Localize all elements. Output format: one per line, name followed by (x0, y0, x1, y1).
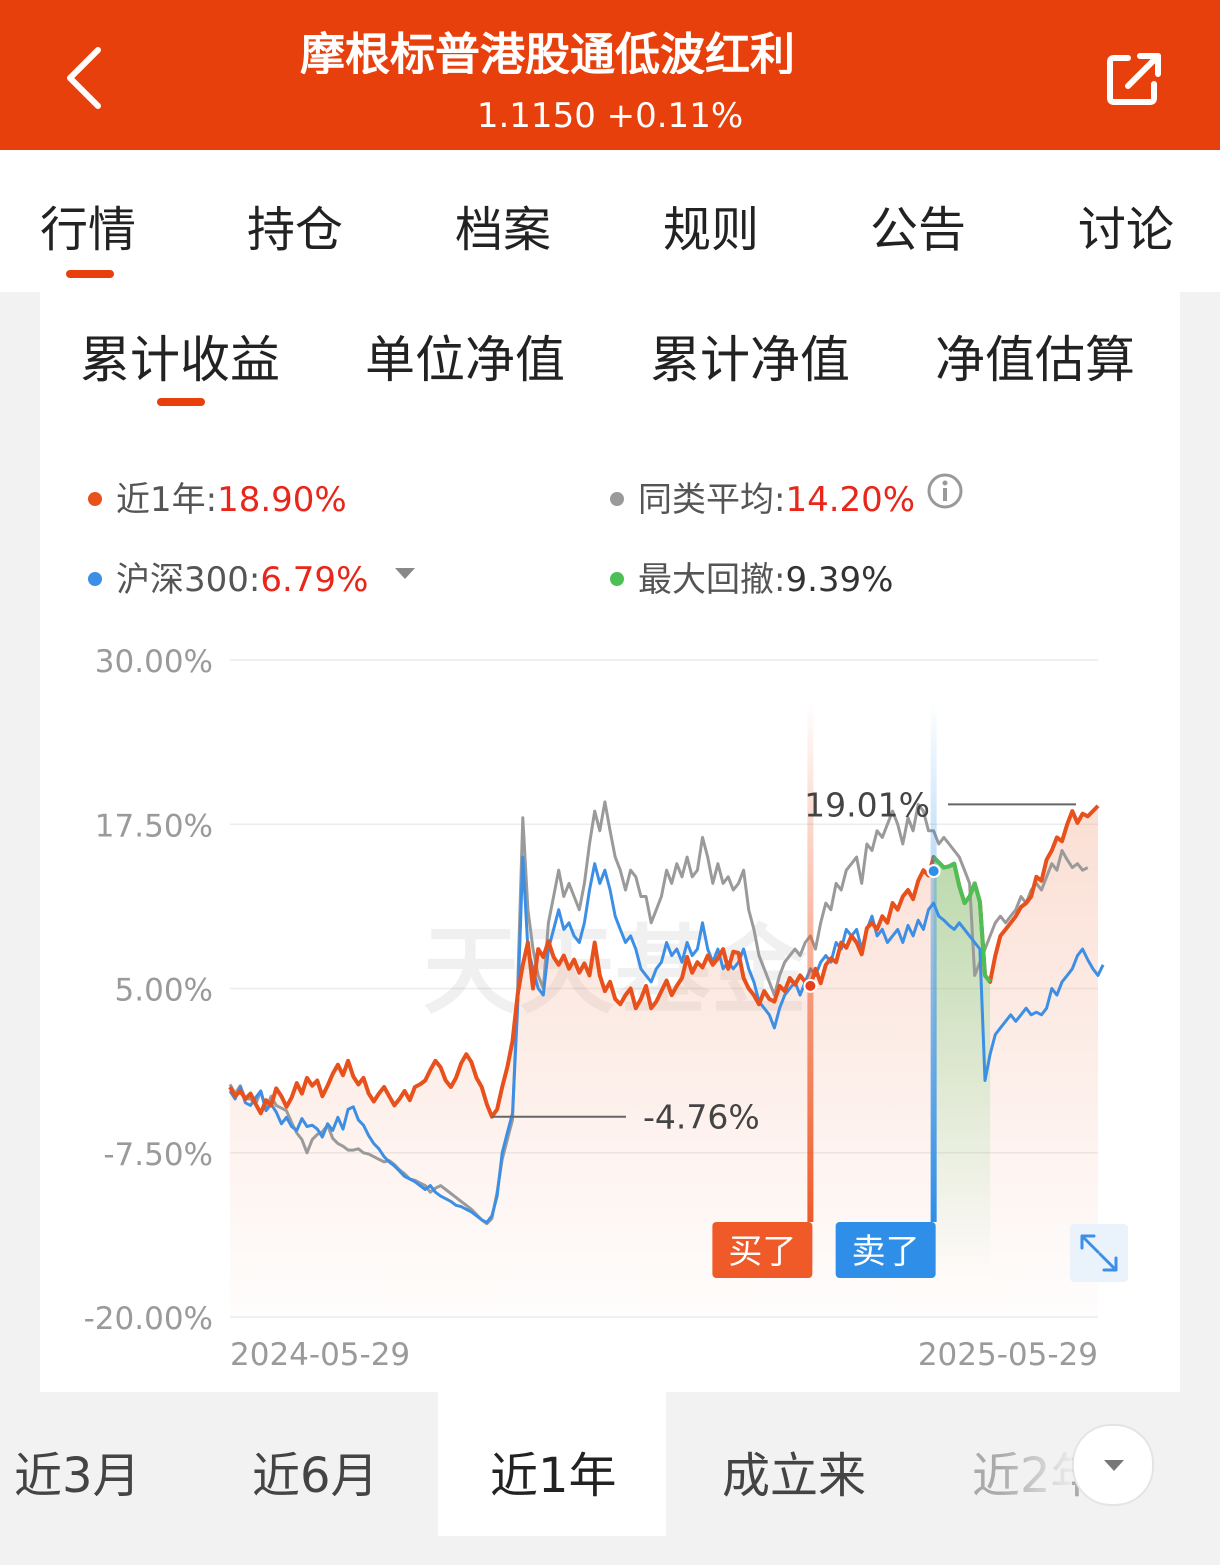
scroll-fade (1000, 1400, 1072, 1530)
legend-fund: 近1年:18.90% (88, 472, 347, 521)
legend-index: 沪深300:6.79% (88, 552, 368, 601)
legend-fund-label: 近1年: (116, 480, 218, 520)
y-tick-label: -20.00% (84, 1301, 213, 1337)
legend-index-label: 沪深300: (116, 560, 261, 600)
expand-icon (1080, 1234, 1118, 1272)
max-annotation-label: 19.01% (804, 785, 930, 824)
fund-title: 摩根标普港股通低波红利 (300, 28, 796, 74)
sell-marker-badge (835, 1222, 936, 1278)
min-annotation-label: -4.76% (643, 1098, 760, 1137)
subtab-nav-estimate[interactable]: 净值估算 (935, 331, 1135, 389)
y-tick-label: 17.50% (95, 808, 213, 844)
tab-discussion[interactable]: 讨论 (1078, 202, 1175, 258)
legend-drawdown-dot (610, 571, 624, 586)
legend-peer-dot (610, 491, 624, 506)
period-selector: 近3月 近6月 近1年 成立来 近2年 (0, 1392, 1220, 1542)
legend-drawdown-value: 9.39% (785, 560, 894, 600)
period-3m[interactable]: 近3月 (14, 1448, 141, 1504)
return-line-chart[interactable]: 30.00% 17.50% 5.00% -7.50% -20.00% 2024-05-29… (40, 292, 1180, 1392)
legend-drawdown: 最大回撤:9.39% (610, 552, 893, 601)
tab-market[interactable]: 行情 (40, 202, 137, 258)
legend-peer: 同类平均:14.20% (610, 472, 915, 521)
series-line-peer (228, 800, 1089, 1226)
subtab-cumulative-return[interactable]: 累计收益 (80, 331, 280, 389)
y-tick-label: 30.00% (95, 644, 213, 680)
drawdown-segment-line (932, 855, 992, 984)
subtab-cumulative-nav[interactable]: 累计净值 (650, 331, 850, 389)
info-icon[interactable] (926, 472, 964, 510)
fund-price-change: 1.1150 +0.11% (476, 96, 744, 136)
max-drawdown-area (933, 857, 991, 1277)
x-tick-label: 2025-05-29 (918, 1337, 1098, 1373)
period-active-bg (438, 1392, 666, 1536)
buy-marker-line (807, 702, 814, 1222)
legend-index-value: 6.79% (260, 560, 369, 600)
legend-peer-label: 同类平均: (638, 480, 786, 520)
period-more-chevron-down-icon[interactable] (1072, 1424, 1154, 1506)
tab-profile[interactable]: 档案 (455, 202, 552, 258)
main-tabs: 行情 持仓 档案 规则 公告 讨论 (0, 150, 1220, 292)
tab-notices[interactable]: 公告 (870, 202, 967, 258)
x-tick-label: 2024-05-29 (230, 1337, 410, 1373)
tab-rules[interactable]: 规则 (663, 202, 760, 258)
share-external-icon[interactable] (1104, 50, 1164, 108)
index-select-caret-icon[interactable] (395, 568, 415, 579)
back-chevron-left-icon[interactable] (62, 46, 106, 110)
legend-fund-value: 18.90% (217, 480, 347, 520)
buy-marker-badge (712, 1222, 813, 1278)
chart-card: 累计收益 单位净值 累计净值 净值估算 近1年:18.90% 同类平均:14.2… (40, 292, 1180, 1392)
y-tick-label: -7.50% (103, 1137, 213, 1173)
tab-active-indicator (66, 270, 114, 278)
sell-marker-line (930, 702, 937, 1222)
sell-marker-label: 卖了 (852, 1232, 920, 1272)
legend-index-dot (88, 571, 102, 586)
subtab-unit-nav[interactable]: 单位净值 (365, 331, 565, 389)
legend-fund-dot (88, 491, 102, 506)
subtab-active-indicator (157, 398, 205, 406)
buy-marker-dot (803, 978, 818, 993)
app-header: 摩根标普港股通低波红利 1.1150 +0.11% (0, 0, 1220, 150)
period-since-inception[interactable]: 成立来 (722, 1448, 867, 1504)
y-tick-label: 5.00% (115, 973, 213, 1009)
tab-holdings[interactable]: 持仓 (247, 202, 344, 258)
legend-peer-value: 14.20% (785, 480, 916, 520)
period-6m[interactable]: 近6月 (252, 1448, 379, 1504)
sell-marker-dot (926, 864, 941, 879)
period-1y[interactable]: 近1年 (490, 1448, 617, 1504)
buy-marker-label: 买了 (728, 1232, 796, 1272)
legend-drawdown-label: 最大回撤: (638, 560, 786, 600)
series-line-index (228, 855, 1105, 1224)
